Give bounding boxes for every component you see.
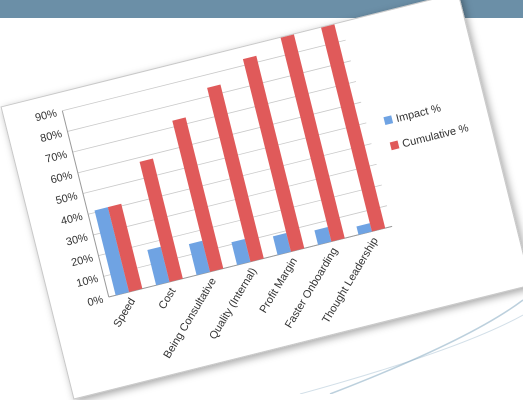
legend-label: Cumulative % [401,122,470,150]
bars [94,12,386,296]
bar-cumulative [172,117,224,272]
bar-impact [314,227,332,245]
y-tick-label: 50% [55,190,79,207]
y-tick-label: 20% [70,252,94,269]
legend-swatch [383,115,394,126]
gridline [62,39,346,112]
bar-impact [188,240,210,276]
bar-cumulative [242,55,305,252]
bar-cumulative [318,12,386,232]
y-axis-line [61,110,110,298]
y-tick-label: 40% [60,211,84,228]
bar-cumulative [107,203,143,292]
y-tick-label: 30% [65,231,89,248]
bar-impact [272,232,291,255]
legend-swatch [389,140,400,151]
legend: Impact %Cumulative % [383,102,470,151]
bar-impact [231,238,251,266]
y-tick-label: 10% [75,273,99,290]
bar-impact [94,207,130,296]
y-tick-label: 70% [44,149,68,166]
y-axis-ticks: 0% 10% 20% 30% 40% 50% 60% 70% 80% 90% [34,107,105,310]
y-tick-label: 80% [39,128,63,145]
bar-cumulative [207,84,264,262]
bar-impact [147,246,170,286]
legend-label: Impact % [395,102,443,125]
category-label: Cost [157,286,179,312]
y-tick-label: 0% [86,294,105,310]
bar-cumulative [279,31,345,242]
bar-impact [356,223,372,235]
y-tick-label: 60% [49,169,73,186]
y-tick-label: 90% [34,107,58,124]
category-label: Quality (Internal) [207,266,259,342]
category-label: Speed [111,296,138,329]
bar-cumulative [139,158,183,282]
